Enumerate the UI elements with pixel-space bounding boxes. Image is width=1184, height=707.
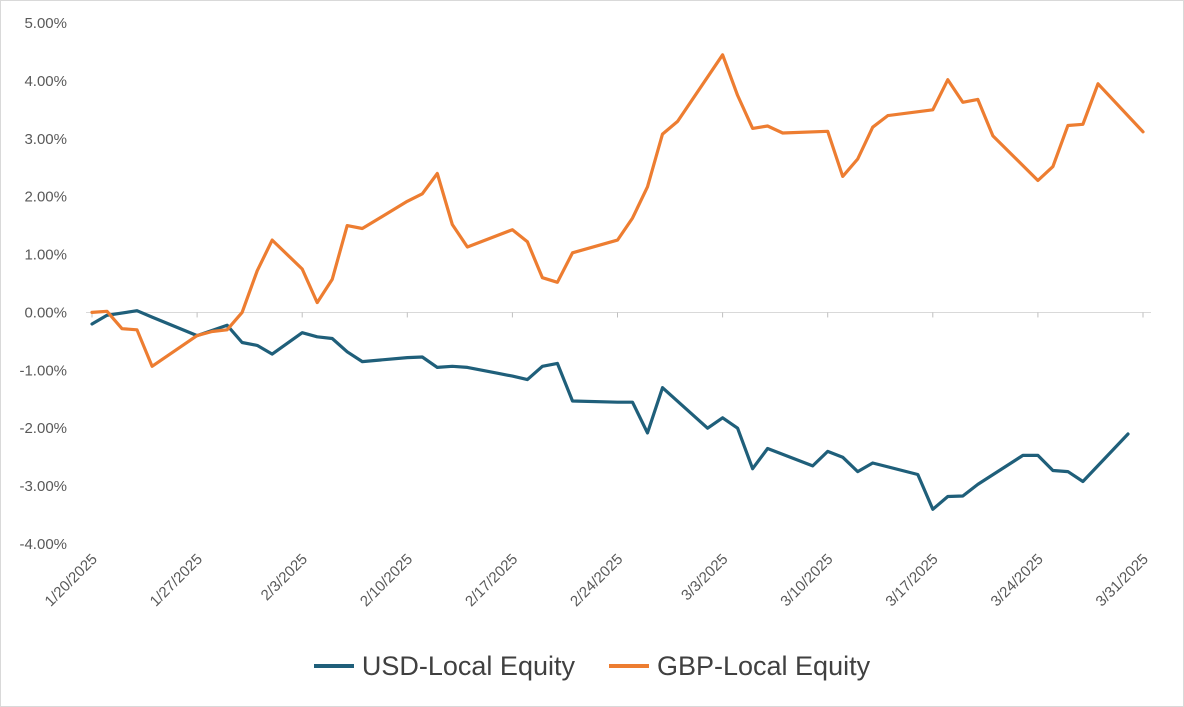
x-tick-label: 1/20/2025 xyxy=(42,551,101,610)
x-tick-label: 2/17/2025 xyxy=(462,551,521,610)
legend-item-gbp: GBP-Local Equity xyxy=(608,650,871,682)
y-tick-label: 1.00% xyxy=(24,247,67,264)
legend: USD-Local Equity GBP-Local Equity xyxy=(0,646,1184,686)
y-tick-labels: 5.00% 4.00% 3.00% 2.00% 1.00% 0.00% -1.00% -2.0… xyxy=(19,15,67,553)
series-layer xyxy=(90,53,1145,511)
x-tick-label: 2/24/2025 xyxy=(567,551,626,610)
y-tick-label: 4.00% xyxy=(24,73,67,90)
y-tick-label: -1.00% xyxy=(19,362,67,379)
x-tick-label: 3/31/2025 xyxy=(1093,551,1152,610)
legend-swatch-gbp xyxy=(608,664,649,668)
x-tick-label: 1/27/2025 xyxy=(147,551,206,610)
series-line-gbp xyxy=(90,53,1145,368)
y-tick-label: -3.00% xyxy=(19,478,67,495)
y-tick-label: 2.00% xyxy=(24,189,67,206)
y-tick-label: 3.00% xyxy=(24,131,67,148)
axis-layer xyxy=(86,311,1151,318)
legend-item-usd: USD-Local Equity xyxy=(313,650,575,682)
y-tick-label: -2.00% xyxy=(19,420,67,437)
x-tick-labels: 1/20/2025 1/27/2025 2/3/2025 2/10/2025 2/17/… xyxy=(42,551,1152,610)
legend-swatch-usd xyxy=(313,664,354,668)
y-tick-label: -4.00% xyxy=(19,536,67,553)
x-tick-label: 2/10/2025 xyxy=(357,551,416,610)
x-tick-label: 2/3/2025 xyxy=(258,551,311,604)
legend-label-usd: USD-Local Equity xyxy=(361,650,575,681)
y-tick-label: 5.00% xyxy=(24,15,67,32)
y-tick-label: 0.00% xyxy=(24,304,67,321)
x-tick-label: 3/24/2025 xyxy=(988,551,1047,610)
series-line-usd xyxy=(90,309,1130,511)
x-tick-label: 3/3/2025 xyxy=(678,551,731,604)
legend-label-gbp: GBP-Local Equity xyxy=(656,650,871,681)
x-tick-label: 3/10/2025 xyxy=(777,551,836,610)
x-tick-label: 3/17/2025 xyxy=(882,551,941,610)
